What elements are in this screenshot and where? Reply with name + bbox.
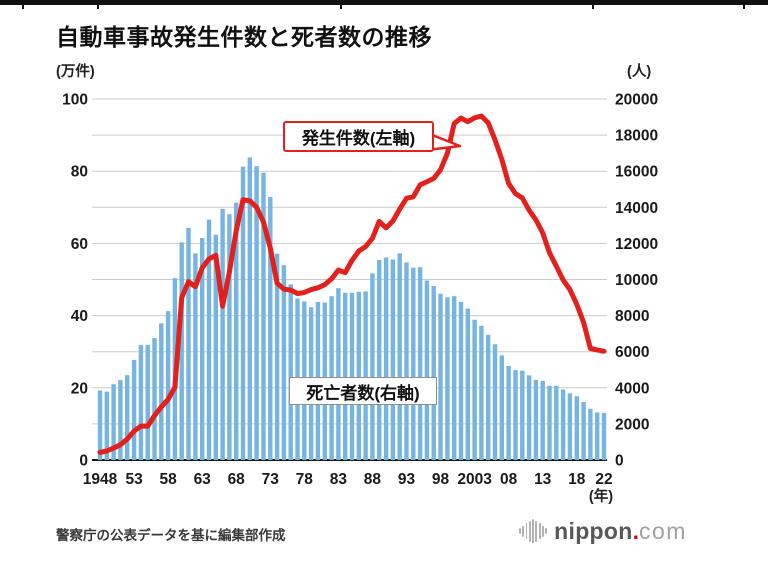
svg-text:40: 40 bbox=[71, 308, 88, 325]
svg-text:68: 68 bbox=[228, 471, 246, 488]
logo-text-nippon: nippon bbox=[554, 517, 633, 544]
ruler-tick bbox=[97, 5, 99, 9]
ruler-tick bbox=[592, 5, 594, 9]
line-series-callout: 発生件数(左軸) bbox=[283, 121, 469, 161]
svg-text:73: 73 bbox=[262, 471, 280, 488]
ruler-tick bbox=[743, 5, 745, 9]
right-axis-tick-labels: 0 2000 4000 6000 8000 10000 12000 14000 16000 180… bbox=[615, 92, 658, 470]
svg-text:78: 78 bbox=[296, 471, 314, 488]
ruler-tick bbox=[22, 5, 24, 9]
soundwave-bars-icon bbox=[519, 517, 548, 545]
svg-text:18: 18 bbox=[568, 471, 586, 488]
svg-text:88: 88 bbox=[364, 471, 382, 488]
nippon-logo: nippon.com bbox=[519, 515, 687, 547]
source-note: 警察庁の公表データを基に編集部作成 bbox=[56, 528, 286, 543]
svg-text:58: 58 bbox=[159, 471, 177, 488]
svg-text:10000: 10000 bbox=[615, 272, 658, 289]
top-ruler bbox=[0, 0, 768, 5]
svg-text:6000: 6000 bbox=[615, 344, 649, 361]
svg-text:20: 20 bbox=[71, 380, 88, 397]
svg-text:14000: 14000 bbox=[615, 200, 658, 217]
chart-plot: 0 20 40 60 80 100 0 2000 4000 6000 8000 10000 12000 1… bbox=[62, 92, 658, 489]
svg-text:8000: 8000 bbox=[615, 308, 649, 325]
x-axis-unit: (年) bbox=[588, 489, 614, 505]
line-series-label: 発生件数(左軸) bbox=[283, 121, 434, 152]
svg-text:4000: 4000 bbox=[615, 380, 649, 397]
svg-text:16000: 16000 bbox=[615, 164, 658, 181]
svg-text:0: 0 bbox=[79, 453, 88, 470]
svg-text:1948: 1948 bbox=[83, 471, 118, 488]
logo-text-com: com bbox=[639, 517, 687, 544]
svg-text:80: 80 bbox=[71, 164, 88, 181]
svg-text:53: 53 bbox=[125, 471, 143, 488]
svg-text:60: 60 bbox=[71, 236, 88, 253]
svg-text:13: 13 bbox=[534, 471, 552, 488]
chart-title: 自動車事故発生件数と死者数の推移 bbox=[56, 24, 432, 50]
svg-text:2003: 2003 bbox=[457, 471, 492, 488]
svg-text:08: 08 bbox=[500, 471, 518, 488]
ruler-tick bbox=[340, 5, 342, 9]
accidents-line bbox=[97, 113, 607, 455]
svg-text:63: 63 bbox=[194, 471, 212, 488]
svg-text:18000: 18000 bbox=[615, 128, 658, 145]
logo-dot: . bbox=[632, 517, 639, 544]
left-axis-tick-labels: 0 20 40 60 80 100 bbox=[62, 92, 88, 470]
right-axis-unit: (人) bbox=[627, 64, 652, 80]
svg-text:2000: 2000 bbox=[615, 416, 649, 433]
bar-series-label: 死亡者数(右軸) bbox=[289, 377, 437, 405]
svg-text:93: 93 bbox=[398, 471, 416, 488]
svg-text:100: 100 bbox=[62, 92, 88, 109]
svg-text:0: 0 bbox=[615, 453, 624, 470]
svg-text:12000: 12000 bbox=[615, 236, 658, 253]
svg-text:20000: 20000 bbox=[615, 92, 658, 109]
svg-text:83: 83 bbox=[330, 471, 348, 488]
svg-text:22: 22 bbox=[595, 471, 612, 488]
deaths-bars bbox=[97, 157, 607, 460]
left-axis-unit: (万件) bbox=[56, 64, 95, 80]
x-axis-tick-labels: 1948 53 58 63 68 73 78 83 88 93 98 2003 08 13 18 22 bbox=[83, 471, 613, 488]
svg-text:98: 98 bbox=[432, 471, 450, 488]
